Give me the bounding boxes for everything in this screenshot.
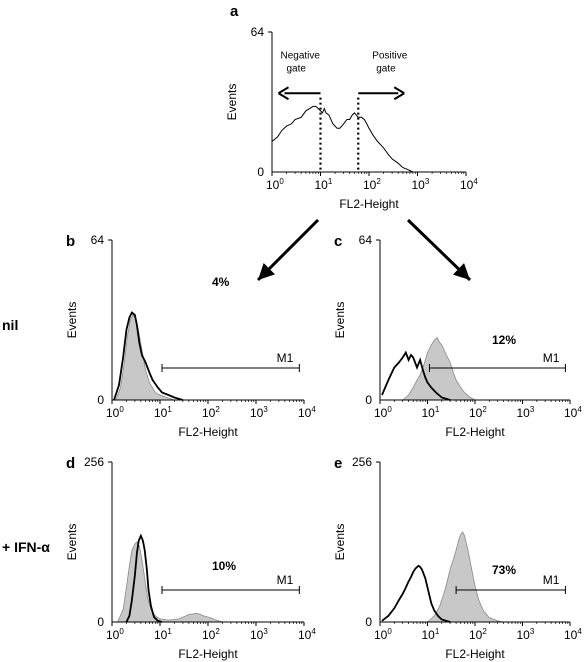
panel-letter: b <box>66 233 75 250</box>
m1-marker-label: M1 <box>543 573 560 587</box>
x-axis-title: FL2-Height <box>445 647 505 661</box>
x-tick-label: 103 <box>517 627 535 642</box>
gate-label: gate <box>287 63 307 74</box>
y-axis-title: Events <box>225 84 239 121</box>
x-tick-label: 100 <box>106 405 124 420</box>
x-tick-label: 103 <box>250 627 268 642</box>
y-tick-label: 256 <box>84 455 104 469</box>
panel-d: d 0 256 100 101 102 103 104 FL2-Height Events M1 10… <box>65 455 316 661</box>
y-tick-label: 64 <box>251 25 265 39</box>
percent-annotation: 12% <box>492 333 516 347</box>
x-tick-label: 104 <box>298 405 316 420</box>
x-tick-label: 102 <box>202 405 220 420</box>
y-axis-title: Events <box>333 524 347 561</box>
filled-histogram <box>426 531 504 623</box>
x-tick-label: 104 <box>564 627 582 642</box>
y-axis-title: Events <box>65 524 79 561</box>
outline-histogram <box>125 533 163 623</box>
x-tick-label: 103 <box>250 405 268 420</box>
x-tick-label: 102 <box>363 177 381 192</box>
percent-annotation: 10% <box>212 559 236 573</box>
x-axis-title: FL2-Height <box>178 425 238 439</box>
x-tick-label: 104 <box>460 177 478 192</box>
arrowhead-icon <box>258 263 275 280</box>
right-arrow-icon <box>393 86 405 101</box>
x-tick-label: 102 <box>202 627 220 642</box>
m1-marker-label: M1 <box>543 351 560 365</box>
left-arrow-icon <box>277 86 290 101</box>
panel-a: a 0 64 100 101 102 103 104 FL2-Height Events Negat… <box>225 3 478 211</box>
y-tick-label: 64 <box>91 233 105 247</box>
x-tick-label: 104 <box>564 405 582 420</box>
x-tick-label: 101 <box>154 405 172 420</box>
filled-histogram <box>115 314 175 401</box>
x-tick-label: 103 <box>517 405 535 420</box>
x-tick-label: 100 <box>374 405 392 420</box>
x-tick-label: 100 <box>106 627 124 642</box>
panel-e: e 0 256 100 101 102 103 104 FL2-Height Events M1 73… <box>333 455 582 661</box>
y-tick-label: 0 <box>365 393 372 407</box>
panel-c: c 0 64 100 101 102 103 104 FL2-Height Events M1 12% <box>333 233 582 439</box>
y-tick-label: 0 <box>257 165 264 179</box>
gate-arrows <box>256 218 472 282</box>
m1-marker-label: M1 <box>277 573 294 587</box>
x-axis-title: FL2-Height <box>178 647 238 661</box>
y-axis-title: Events <box>65 302 79 339</box>
row-label-nil: nil <box>2 317 18 333</box>
outline-histogram <box>113 311 184 401</box>
outline-histogram <box>271 105 414 173</box>
panel-letter: a <box>230 3 239 20</box>
m1-marker-label: M1 <box>277 351 294 365</box>
row-label-ifn: + IFN-α <box>2 539 50 555</box>
outline-histogram <box>381 350 451 401</box>
gate-label: gate <box>376 63 396 74</box>
x-tick-label: 101 <box>422 627 440 642</box>
gate-label: Positive <box>372 50 407 61</box>
arrowhead-icon <box>452 263 470 280</box>
percent-annotation: 73% <box>492 563 516 577</box>
x-tick-label: 102 <box>469 627 487 642</box>
panel-letter: c <box>334 233 342 250</box>
y-tick-label: 256 <box>352 455 372 469</box>
outline-histogram <box>381 564 451 623</box>
x-tick-label: 101 <box>154 627 172 642</box>
y-tick-label: 0 <box>365 615 372 629</box>
y-tick-label: 0 <box>97 615 104 629</box>
y-tick-label: 0 <box>97 393 104 407</box>
y-tick-label: 64 <box>359 233 373 247</box>
x-tick-label: 103 <box>412 177 430 192</box>
x-tick-label: 104 <box>298 627 316 642</box>
filled-histogram <box>401 336 476 401</box>
x-tick-label: 101 <box>422 405 440 420</box>
x-tick-label: 101 <box>315 177 333 192</box>
x-axis-title: FL2-Height <box>445 425 505 439</box>
x-tick-label: 102 <box>469 405 487 420</box>
percent-annotation: 4% <box>212 275 230 289</box>
x-tick-label: 100 <box>374 627 392 642</box>
panel-letter: e <box>334 455 342 472</box>
y-axis-title: Events <box>333 302 347 339</box>
panel-b: b 0 64 100 101 102 103 104 FL2-Height Events M1 4% <box>65 233 316 439</box>
panel-letter: d <box>66 455 75 472</box>
gate-label: Negative <box>281 50 321 61</box>
x-axis-title: FL2-Height <box>339 197 399 211</box>
x-tick-label: 100 <box>266 177 284 192</box>
